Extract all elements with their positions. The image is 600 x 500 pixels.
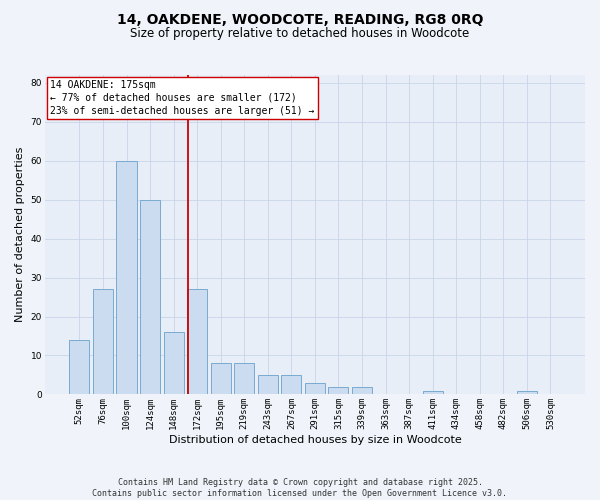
Bar bbox=[234, 364, 254, 394]
X-axis label: Distribution of detached houses by size in Woodcote: Distribution of detached houses by size … bbox=[169, 435, 461, 445]
Bar bbox=[70, 340, 89, 394]
Bar bbox=[352, 386, 372, 394]
Bar bbox=[517, 390, 537, 394]
Bar bbox=[93, 289, 113, 395]
Bar bbox=[211, 364, 231, 394]
Bar bbox=[422, 390, 443, 394]
Bar bbox=[187, 289, 207, 395]
Y-axis label: Number of detached properties: Number of detached properties bbox=[15, 147, 25, 322]
Bar bbox=[305, 382, 325, 394]
Bar bbox=[328, 386, 349, 394]
Bar bbox=[258, 375, 278, 394]
Bar bbox=[281, 375, 301, 394]
Bar bbox=[164, 332, 184, 394]
Bar bbox=[140, 200, 160, 394]
Text: 14, OAKDENE, WOODCOTE, READING, RG8 0RQ: 14, OAKDENE, WOODCOTE, READING, RG8 0RQ bbox=[117, 12, 483, 26]
Text: Size of property relative to detached houses in Woodcote: Size of property relative to detached ho… bbox=[130, 28, 470, 40]
Text: Contains HM Land Registry data © Crown copyright and database right 2025.
Contai: Contains HM Land Registry data © Crown c… bbox=[92, 478, 508, 498]
Bar bbox=[116, 160, 137, 394]
Text: 14 OAKDENE: 175sqm
← 77% of detached houses are smaller (172)
23% of semi-detach: 14 OAKDENE: 175sqm ← 77% of detached hou… bbox=[50, 80, 314, 116]
